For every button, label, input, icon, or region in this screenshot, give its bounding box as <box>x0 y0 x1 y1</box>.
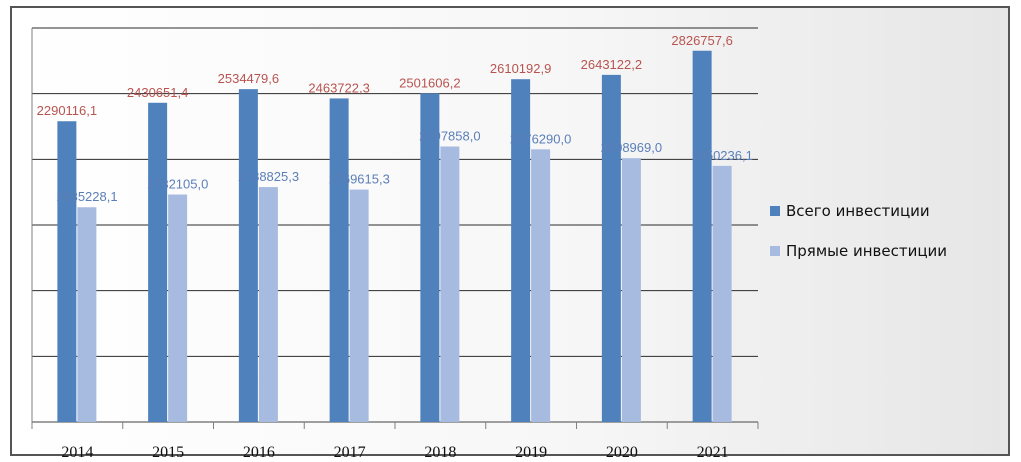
data-label: 2008969,0 <box>601 140 662 155</box>
data-label: 2826757,6 <box>671 33 732 48</box>
x-tick-label: 2019 <box>515 444 547 461</box>
data-label: 2643122,2 <box>581 57 642 72</box>
data-label: 1950236,1 <box>691 148 752 163</box>
data-label: 2097858,0 <box>419 128 480 143</box>
data-label: 2076290,0 <box>510 131 571 146</box>
bar-total <box>601 74 621 423</box>
x-tick-label: 2020 <box>606 444 638 461</box>
x-tick-label: 2014 <box>61 444 93 461</box>
legend-label: Всего инвестиции <box>786 202 930 220</box>
legend-swatch <box>770 246 780 256</box>
data-label: 1769615,3 <box>328 172 389 187</box>
bar-total <box>57 121 77 423</box>
x-tick-label: 2016 <box>243 444 275 461</box>
data-label: 2534479,6 <box>218 71 279 86</box>
bar-total <box>420 93 440 422</box>
data-label: 1635228,1 <box>56 189 117 204</box>
bar-direct <box>168 194 188 422</box>
bar-direct <box>349 189 369 422</box>
bar-direct <box>621 158 641 423</box>
data-label: 2610192,9 <box>490 61 551 76</box>
x-tick-label: 2018 <box>424 444 456 461</box>
data-label: 2501606,2 <box>399 75 460 90</box>
x-tick-label: 2021 <box>697 444 729 461</box>
bar-direct <box>77 207 97 422</box>
bar-total <box>511 79 531 422</box>
bar-direct <box>712 165 732 422</box>
bar-total <box>148 102 168 423</box>
x-tick-label: 2015 <box>152 444 184 461</box>
bar-direct <box>531 149 551 423</box>
bar-direct <box>440 146 460 422</box>
data-label: 2430651,4 <box>127 85 188 100</box>
bar-total <box>329 98 349 422</box>
bar-total <box>238 89 258 423</box>
bar-total <box>692 50 712 422</box>
data-label: 2290116,1 <box>37 103 98 118</box>
legend-label: Прямые инвестиции <box>786 242 947 260</box>
data-label: 2463722,3 <box>308 80 369 95</box>
legend-swatch <box>770 206 780 216</box>
x-tick-label: 2017 <box>334 444 366 461</box>
data-label: 1788825,3 <box>238 169 299 184</box>
data-label: 1732105,0 <box>147 177 208 192</box>
bar-direct <box>258 187 278 422</box>
